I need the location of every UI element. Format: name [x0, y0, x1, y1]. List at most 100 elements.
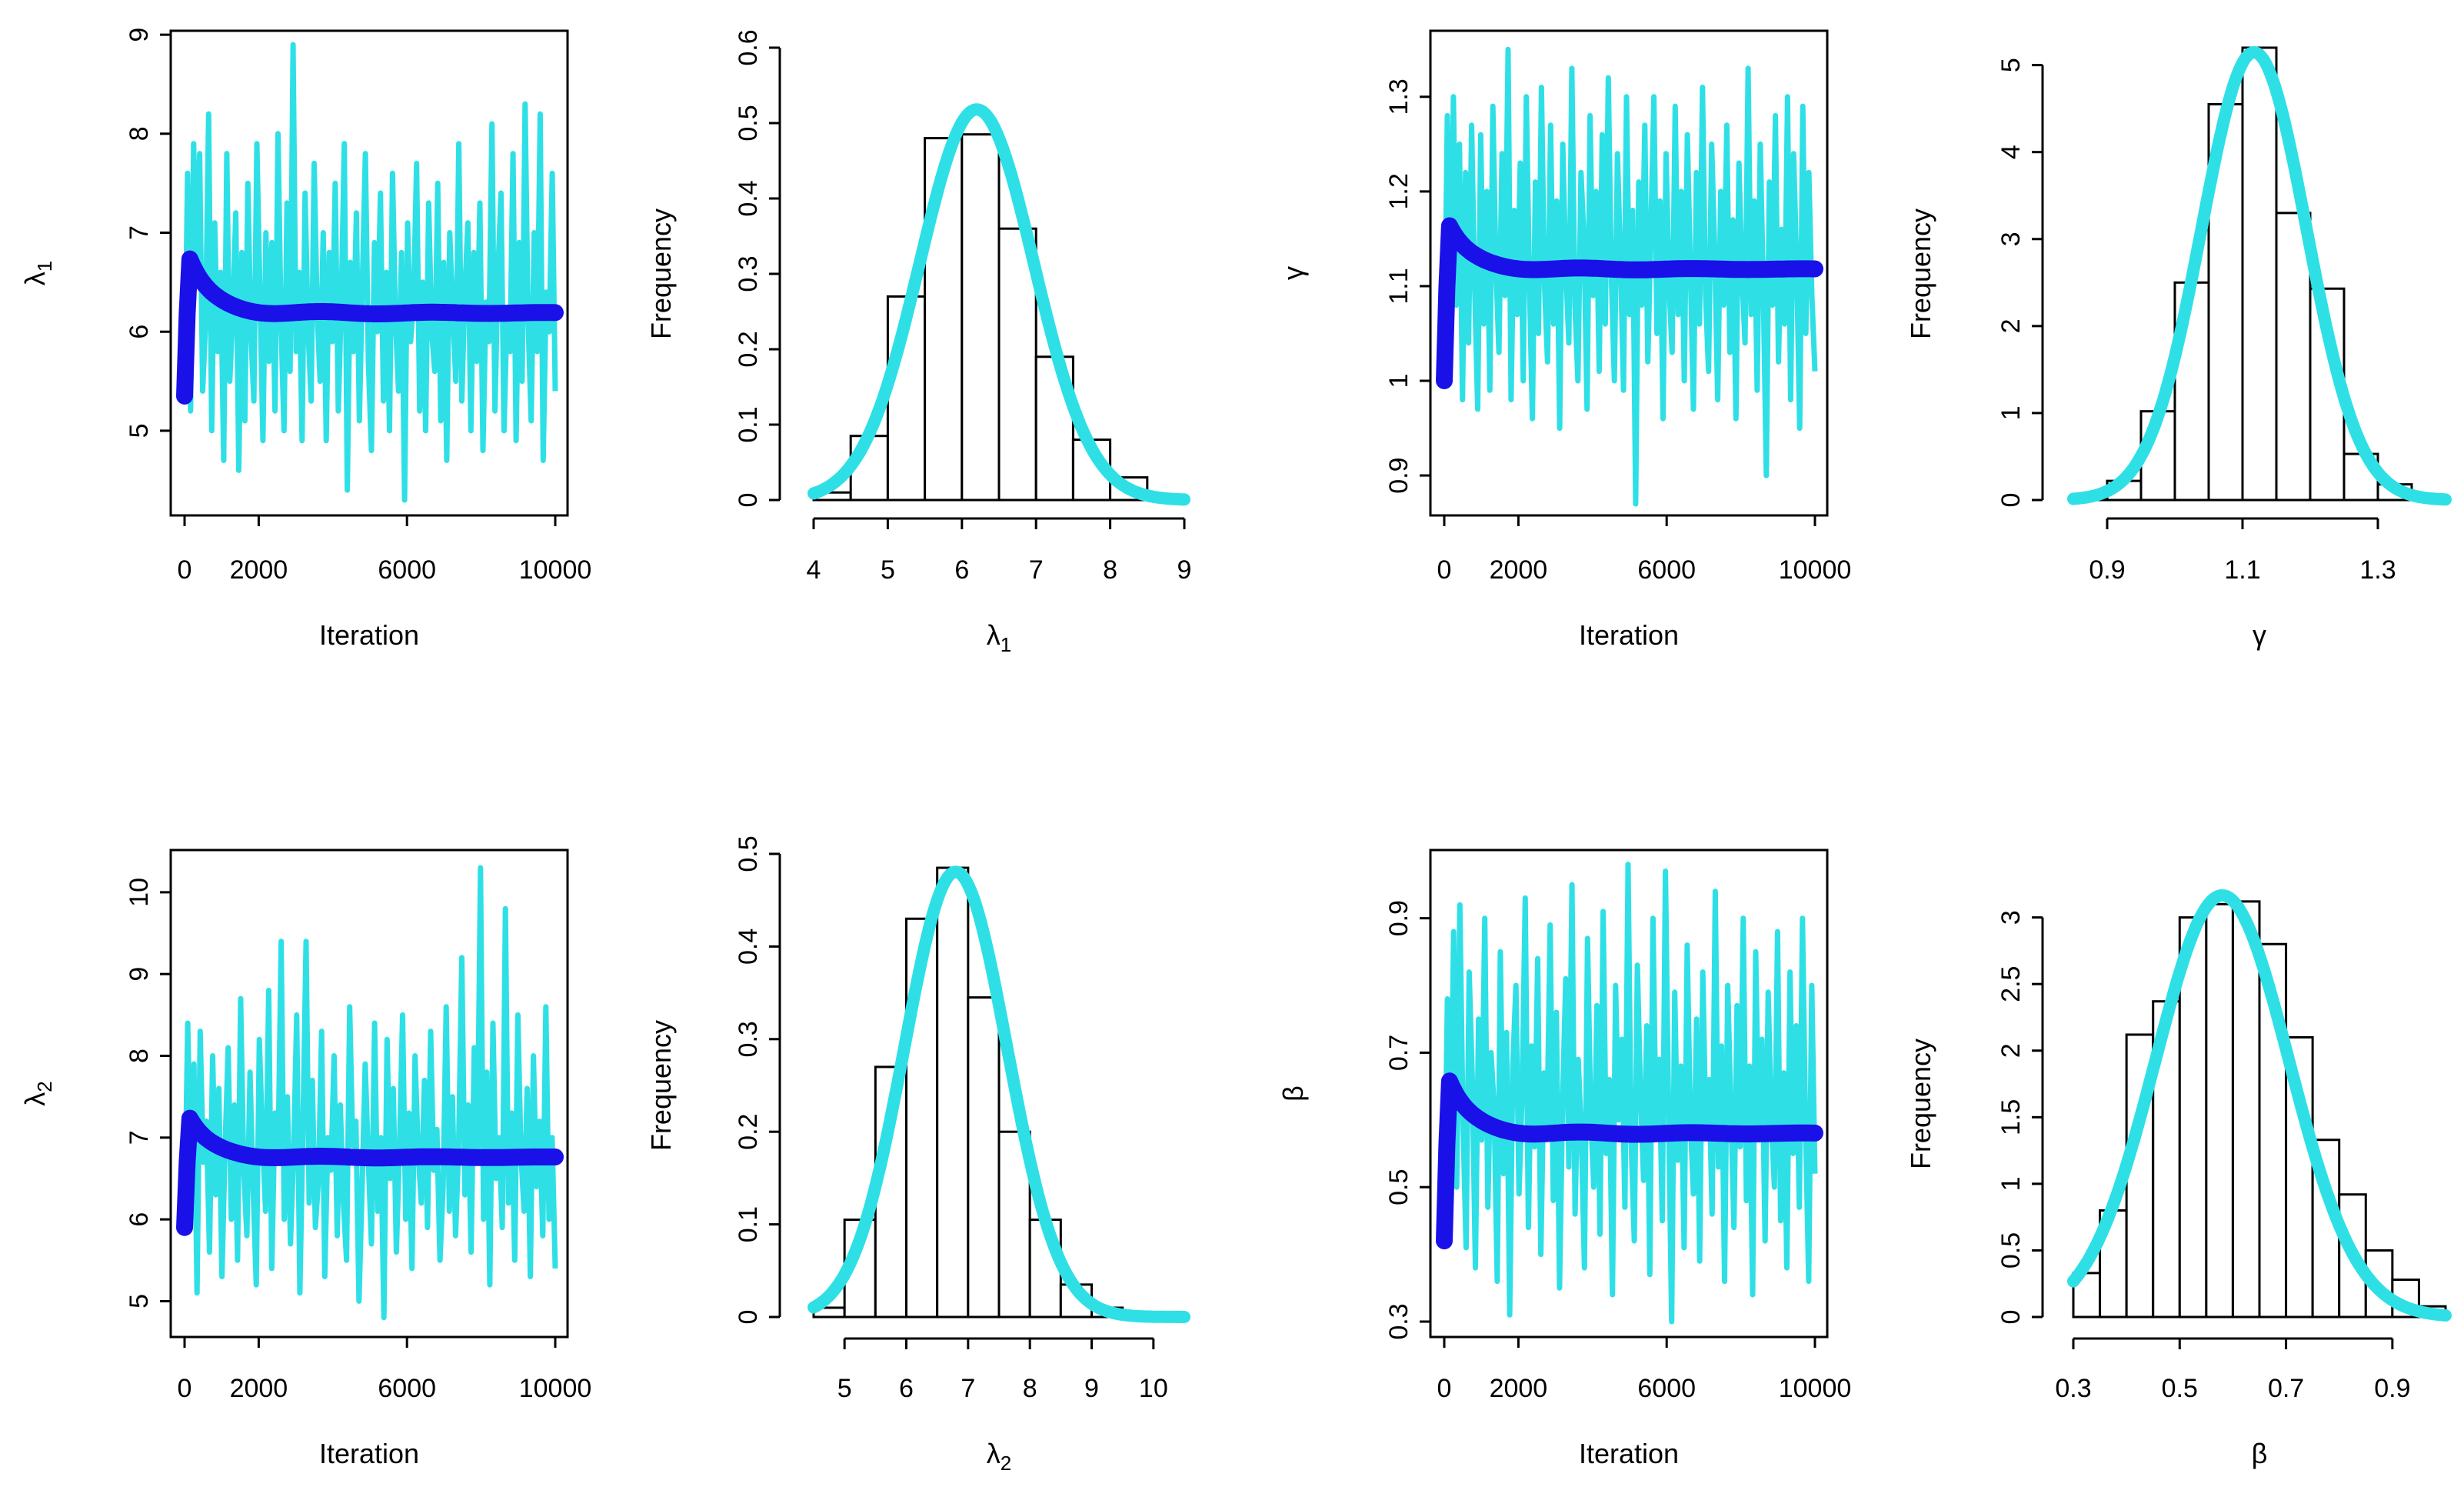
y-tick-label: 1.5 [1996, 1099, 2026, 1135]
hist-lambda2-panel: 5 6 7 8 9 10 0 0.1 0.2 0.3 0.4 0.5 λ2 Frequency [645, 835, 1184, 1475]
y-tick-label: 0.5 [1996, 1232, 2026, 1269]
y-tick-label: 0.1 [734, 1206, 763, 1242]
y-tick-label: 0.6 [734, 29, 763, 65]
x-axis-label: γ [2253, 619, 2266, 651]
y-tick-label: 8 [125, 1049, 154, 1063]
y-tick-label: 0.3 [1384, 1303, 1413, 1339]
x-tick-label: 1.3 [2359, 555, 2396, 585]
x-tick-label: 5 [837, 1374, 852, 1403]
x-tick-label: 0 [178, 555, 192, 585]
y-axis-label: Frequency [645, 208, 677, 339]
y-axis-label-subscript: 1 [33, 261, 56, 272]
x-tick-label: 7 [1029, 555, 1044, 585]
x-tick-label: 10 [1139, 1374, 1168, 1403]
trace-series-line [1444, 865, 1815, 1322]
y-axis-label: Frequency [1905, 1039, 1936, 1169]
histogram-bar [2243, 48, 2276, 500]
y-tick-label: 0 [734, 493, 763, 508]
y-tick-label: 1 [1996, 1176, 2026, 1191]
x-tick-label: 0.5 [2162, 1374, 2198, 1403]
x-axis-label: λ2 [987, 1438, 1011, 1475]
trace-gamma-panel: 0 2000 6000 10000 0.9 1 1.1 1.2 1.3 Iteration γ [1277, 31, 1851, 651]
x-tick-label: 0.3 [2055, 1374, 2091, 1403]
x-tick-label: 0.9 [2089, 555, 2125, 585]
y-tick-label: 3 [1996, 232, 2026, 246]
hist-beta-panel: 0.3 0.5 0.7 0.900.511.522.53βFrequency [1905, 895, 2446, 1469]
y-tick-label: 3 [1996, 910, 2026, 925]
x-axis-label-subscript: 2 [1001, 1452, 1011, 1475]
y-tick-label: 2.5 [1996, 966, 2026, 1002]
x-tick-label: 0.9 [2374, 1374, 2410, 1403]
trace-lambda1-panel: 0 2000 6000 1000056789Iterationλ1 [19, 28, 591, 651]
y-tick-label: 0.2 [734, 331, 763, 367]
histogram-bar [962, 135, 999, 500]
y-axis-label: λ2 [19, 1081, 56, 1105]
y-tick-label: 1.3 [1384, 78, 1413, 115]
x-tick-label: 2000 [1490, 555, 1548, 585]
y-tick-label: 0.4 [734, 929, 763, 965]
y-axis-label-symbol: γ [1277, 266, 1309, 280]
y-tick-label: 0.5 [734, 105, 763, 141]
x-axis-label: Iteration [1579, 1438, 1679, 1469]
histogram-bar [2206, 904, 2233, 1317]
x-tick-label: 0 [178, 1374, 192, 1403]
figure-root: 0 2000 6000 1000056789Iterationλ14 5 6 7 8 900.1… [0, 0, 2464, 1497]
y-tick-label: 0.3 [734, 255, 763, 292]
x-tick-label: 9 [1084, 1374, 1099, 1403]
x-tick-label: 1.1 [2224, 555, 2260, 585]
y-tick-label: 1.2 [1384, 173, 1413, 209]
y-tick-label: 1.1 [1384, 268, 1413, 304]
x-tick-label: 0 [1437, 1374, 1452, 1403]
y-tick-label: 10 [125, 878, 154, 907]
x-tick-label: 10000 [1779, 1374, 1852, 1403]
trace-beta-panel: 0 2000 6000 10000 0.3 0.5 0.7 0.9 Iteration β [1277, 850, 1851, 1469]
y-axis-label: γ [1277, 266, 1309, 280]
y-tick-label: 1 [1996, 405, 2026, 420]
x-axis-label: λ1 [987, 619, 1011, 656]
y-axis-label-symbol: λ [19, 272, 51, 285]
y-tick-label: 0.9 [1384, 900, 1413, 936]
y-axis-label-subscript: 2 [33, 1081, 56, 1092]
x-tick-label: 5 [881, 555, 895, 585]
histogram-bar [968, 998, 999, 1317]
y-tick-label: 5 [125, 423, 154, 438]
y-tick-label: 0 [1996, 493, 2026, 508]
x-tick-label: 6000 [1637, 1374, 1696, 1403]
y-tick-label: 4 [1996, 145, 2026, 159]
y-tick-label: 7 [125, 225, 154, 240]
y-tick-label: 0 [734, 1310, 763, 1325]
trace-series-line [185, 45, 555, 500]
y-tick-label: 0.4 [734, 180, 763, 216]
histogram-bar [2233, 902, 2259, 1317]
y-axis-label: β [1277, 1085, 1309, 1102]
y-tick-label: 9 [125, 28, 154, 42]
x-axis-label-subscript: 1 [1001, 633, 1011, 656]
x-axis-label-symbol: λ [987, 1438, 1001, 1469]
histogram-bar [2276, 213, 2310, 500]
y-tick-label: 0.7 [1384, 1035, 1413, 1071]
x-tick-label: 6000 [378, 555, 436, 585]
x-tick-label: 10000 [519, 1374, 592, 1403]
y-tick-label: 5 [125, 1294, 154, 1309]
y-tick-label: 0.1 [734, 406, 763, 442]
y-tick-label: 6 [125, 325, 154, 339]
x-tick-label: 7 [961, 1374, 975, 1403]
x-tick-label: 0.7 [2268, 1374, 2304, 1403]
x-axis-label: Iteration [319, 619, 419, 651]
y-tick-label: 6 [125, 1212, 154, 1227]
y-axis-label: λ1 [19, 261, 56, 285]
y-tick-label: 0.9 [1384, 457, 1413, 493]
x-axis-label: Iteration [319, 1438, 419, 1469]
x-axis-label-symbol: γ [2253, 619, 2266, 651]
y-axis-label: Frequency [645, 1020, 677, 1151]
y-tick-label: 0.2 [734, 1114, 763, 1150]
x-tick-label: 8 [1023, 1374, 1037, 1403]
y-tick-label: 5 [1996, 58, 2026, 72]
y-tick-label: 8 [125, 126, 154, 141]
x-axis-label-symbol: λ [987, 619, 1001, 651]
y-tick-label: 0.3 [734, 1021, 763, 1057]
x-axis-label: Iteration [1579, 619, 1679, 651]
x-tick-label: 6000 [378, 1374, 436, 1403]
x-tick-label: 8 [1103, 555, 1117, 585]
y-tick-label: 7 [125, 1130, 154, 1145]
